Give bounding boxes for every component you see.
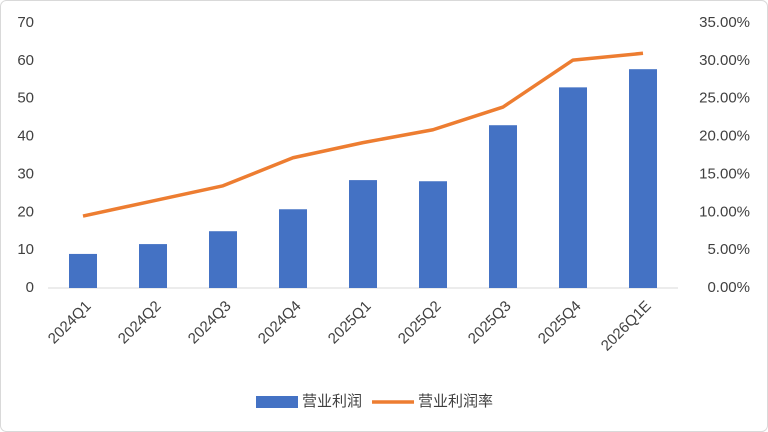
- y-tick-label: 30: [17, 165, 34, 182]
- bar: [279, 209, 307, 288]
- bar: [139, 244, 167, 288]
- legend-label: 营业利润率: [418, 393, 493, 410]
- y2-tick-label: 25.00%: [699, 90, 750, 107]
- y2-tick-label: 35.00%: [699, 14, 750, 31]
- bar: [629, 69, 657, 288]
- y2-tick-label: 30.00%: [699, 52, 750, 69]
- y2-tick-label: 0.00%: [707, 279, 750, 296]
- y-tick-label: 20: [17, 203, 34, 220]
- y-tick-label: 0: [26, 279, 34, 296]
- y-tick-label: 70: [17, 14, 34, 31]
- bar: [419, 181, 447, 288]
- line: [82, 51, 644, 218]
- y-tick-label: 60: [17, 52, 34, 69]
- y-tick-label: 50: [17, 90, 34, 107]
- y-tick-label: 10: [17, 241, 34, 258]
- y2-tick-label: 5.00%: [707, 241, 750, 258]
- legend-label: 营业利润: [302, 393, 362, 410]
- bar: [349, 180, 377, 288]
- legend-swatch: [256, 396, 298, 408]
- y2-tick-label: 10.00%: [699, 203, 750, 220]
- y-tick-label: 40: [17, 128, 34, 145]
- bar: [209, 231, 237, 288]
- bar: [69, 253, 97, 288]
- bar: [489, 125, 517, 288]
- bar: [559, 87, 587, 288]
- y2-tick-label: 20.00%: [699, 128, 750, 145]
- y2-tick-label: 15.00%: [699, 165, 750, 182]
